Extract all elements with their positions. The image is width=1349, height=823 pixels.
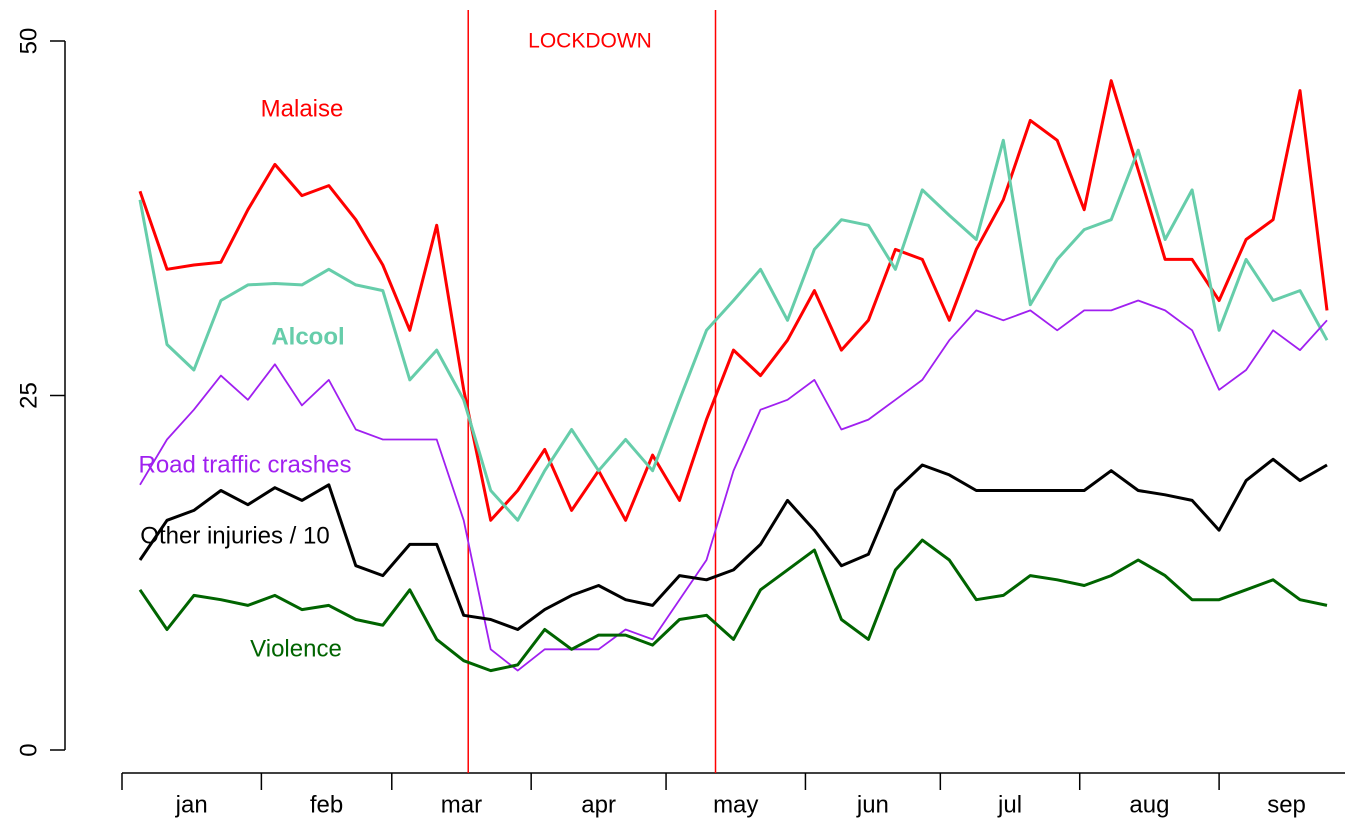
series-label: Violence <box>250 635 342 662</box>
x-tick-label: may <box>713 791 758 818</box>
series-label: Malaise <box>261 95 344 122</box>
x-tick-label: jun <box>856 791 889 818</box>
x-tick-label: jan <box>175 791 208 818</box>
x-tick-label: feb <box>310 791 343 818</box>
x-tick-label: jul <box>997 791 1022 818</box>
series-line <box>138 538 1328 673</box>
lockdown-label: LOCKDOWN <box>528 30 652 53</box>
series-line <box>139 299 1328 672</box>
y-tick-label: 50 <box>15 28 42 55</box>
series-line <box>138 138 1329 522</box>
series-label: Other injuries / 10 <box>140 522 329 549</box>
y-tick-label: 0 <box>15 743 42 756</box>
series-line <box>138 79 1329 522</box>
x-tick-label: aug <box>1129 791 1169 818</box>
x-tick-label: apr <box>581 791 616 818</box>
series-line <box>138 457 1328 631</box>
x-tick-label: sep <box>1267 791 1306 818</box>
y-tick-label: 25 <box>15 382 42 409</box>
x-tick-label: mar <box>441 791 482 818</box>
series-label: Alcool <box>271 323 344 350</box>
series-label: Road traffic crashes <box>139 451 352 478</box>
